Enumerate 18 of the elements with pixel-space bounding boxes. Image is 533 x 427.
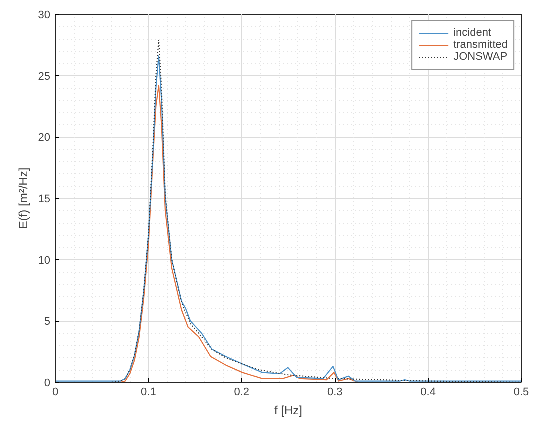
x-tick-label: 0.4: [420, 386, 436, 398]
y-tick-label: 20: [38, 132, 51, 144]
y-tick-label: 10: [38, 254, 51, 267]
x-tick-label: 0: [52, 386, 59, 398]
y-tick-label: 15: [38, 194, 51, 206]
legend-label: transmitted: [454, 39, 508, 51]
legend-label: incident: [454, 27, 492, 39]
legend-label: JONSWAP: [454, 51, 508, 63]
y-axis-title: E(f) [m²/Hz]: [16, 168, 30, 230]
y-tick-label: 0: [44, 378, 51, 390]
y-tick-label: 5: [44, 316, 51, 328]
x-axis-title: f [Hz]: [274, 404, 303, 418]
x-tick-label: 0.3: [327, 386, 343, 398]
x-tick-label: 0.1: [141, 386, 156, 398]
y-tick-label: 25: [38, 70, 51, 83]
x-tick-label: 0.2: [234, 386, 250, 398]
x-tick-label: 0.5: [514, 386, 530, 398]
y-tick-label: 30: [38, 10, 51, 22]
